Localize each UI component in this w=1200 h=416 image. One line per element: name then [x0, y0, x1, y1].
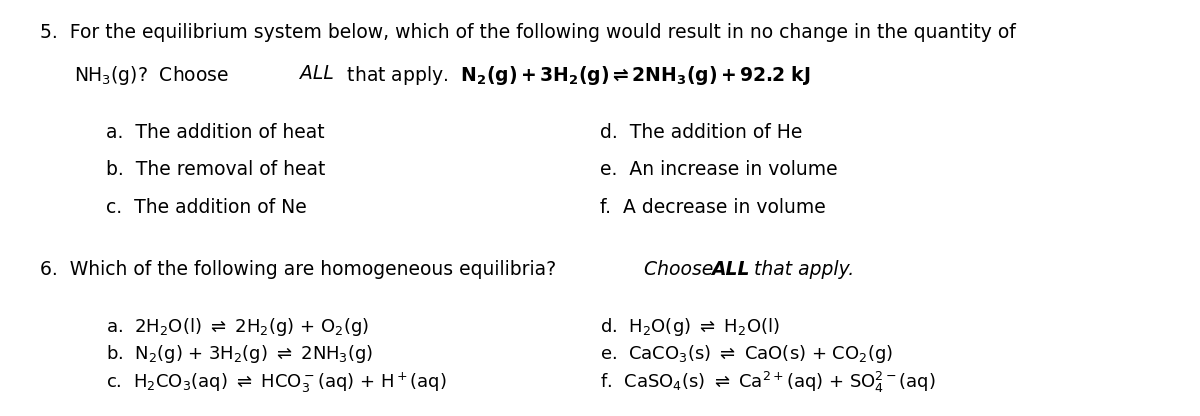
Text: d.  The addition of He: d. The addition of He	[600, 123, 803, 142]
Text: a.  2H$_2$O(l) $\rightleftharpoons$ 2H$_2$(g) + O$_2$(g): a. 2H$_2$O(l) $\rightleftharpoons$ 2H$_2…	[106, 316, 368, 338]
Text: b.  The removal of heat: b. The removal of heat	[106, 160, 325, 179]
Text: 5.  For the equilibrium system below, which of the following would result in no : 5. For the equilibrium system below, whi…	[40, 23, 1015, 42]
Text: 6.  Which of the following are homogeneous equilibria?: 6. Which of the following are homogeneou…	[40, 260, 568, 279]
Text: b.  N$_2$(g) + 3H$_2$(g) $\rightleftharpoons$ 2NH$_3$(g): b. N$_2$(g) + 3H$_2$(g) $\rightleftharpo…	[106, 343, 373, 365]
Text: ALL: ALL	[300, 64, 334, 84]
Text: d.  H$_2$O(g) $\rightleftharpoons$ H$_2$O(l): d. H$_2$O(g) $\rightleftharpoons$ H$_2$O…	[600, 316, 780, 338]
Text: a.  The addition of heat: a. The addition of heat	[106, 123, 324, 142]
Text: c.  The addition of Ne: c. The addition of Ne	[106, 198, 306, 217]
Text: ALL: ALL	[712, 260, 750, 279]
Text: that apply.  $\mathbf{N_2(g) + 3H_2(g) \rightleftharpoons 2NH_3(g) + 92.2\ kJ}$: that apply. $\mathbf{N_2(g) + 3H_2(g) \r…	[341, 64, 810, 87]
Text: NH$_3$(g)?  Choose: NH$_3$(g)? Choose	[74, 64, 230, 87]
Text: that apply.: that apply.	[748, 260, 854, 279]
Text: f.  A decrease in volume: f. A decrease in volume	[600, 198, 826, 217]
Text: c.  H$_2$CO$_3$(aq) $\rightleftharpoons$ HCO$_3^-$(aq) + H$^+$(aq): c. H$_2$CO$_3$(aq) $\rightleftharpoons$ …	[106, 370, 446, 394]
Text: f.  CaSO$_4$(s) $\rightleftharpoons$ Ca$^{2+}$(aq) + SO$_4^{2-}$(aq): f. CaSO$_4$(s) $\rightleftharpoons$ Ca$^…	[600, 370, 936, 395]
Text: Choose: Choose	[643, 260, 719, 279]
Text: e.  An increase in volume: e. An increase in volume	[600, 160, 838, 179]
Text: e.  CaCO$_3$(s) $\rightleftharpoons$ CaO(s) + CO$_2$(g): e. CaCO$_3$(s) $\rightleftharpoons$ CaO(…	[600, 343, 893, 365]
